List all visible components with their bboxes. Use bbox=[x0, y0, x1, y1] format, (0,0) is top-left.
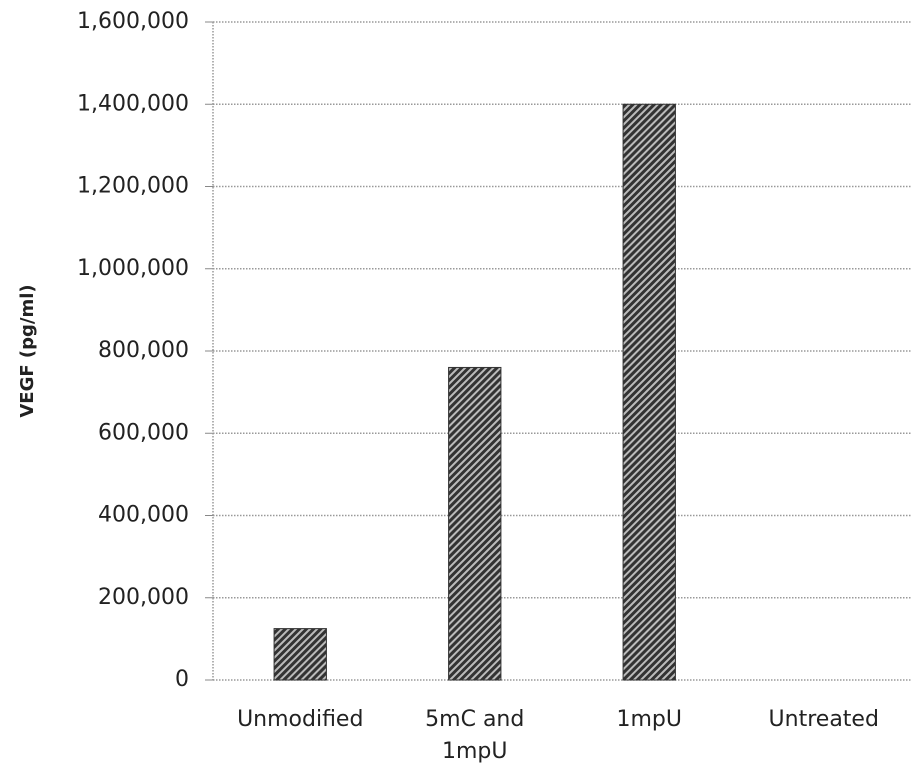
x-tick-label: Untreated bbox=[769, 707, 879, 732]
bar bbox=[273, 628, 327, 681]
y-tick-label: 1,400,000 bbox=[77, 91, 189, 116]
bar bbox=[448, 366, 502, 681]
x-tick-label: 5mC and 1mpU bbox=[425, 707, 524, 764]
y-tick-label: 1,200,000 bbox=[77, 174, 189, 199]
y-tick-label: 1,600,000 bbox=[77, 9, 189, 34]
y-tick-label: 400,000 bbox=[98, 503, 189, 528]
y-tick-label: 0 bbox=[175, 667, 189, 692]
y-axis-title: VEGF (pg/ml) bbox=[17, 284, 38, 417]
y-tick-label: 600,000 bbox=[98, 420, 189, 445]
y-tick-label: 1,000,000 bbox=[77, 256, 189, 281]
x-tick-label: Unmodified bbox=[237, 707, 363, 732]
y-tick-label: 800,000 bbox=[98, 338, 189, 363]
bar bbox=[622, 103, 676, 681]
y-tick-label: 200,000 bbox=[98, 585, 189, 610]
x-tick-label: 1mpU bbox=[617, 707, 683, 732]
